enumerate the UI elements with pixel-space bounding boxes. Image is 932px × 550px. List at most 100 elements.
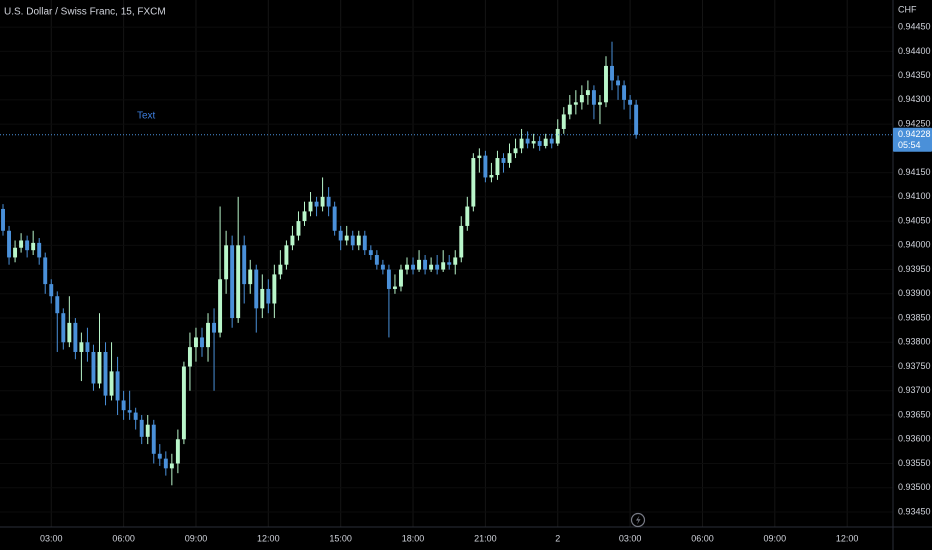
candle-body <box>411 264 415 270</box>
candle-body <box>206 322 210 348</box>
y-tick-label: 0.94400 <box>898 46 931 56</box>
candle-body <box>616 80 621 86</box>
candle-body <box>43 257 48 285</box>
x-tick-label: 06:00 <box>691 533 714 543</box>
candle-body <box>399 269 403 287</box>
candle-body <box>266 288 271 304</box>
candle-body <box>429 264 434 270</box>
candle-body <box>55 296 60 314</box>
x-tick-label: 12:00 <box>836 533 859 543</box>
candle-body <box>151 424 156 454</box>
y-tick-label: 0.94450 <box>898 22 931 32</box>
candle-body <box>344 235 349 241</box>
candle-body <box>200 337 204 348</box>
x-tick-label: 06:00 <box>112 533 135 543</box>
candle-body <box>332 206 337 231</box>
candle-body <box>133 412 138 420</box>
x-tick-label: 03:00 <box>619 533 642 543</box>
y-tick-label: 0.93650 <box>898 409 931 419</box>
candle-body <box>597 102 602 105</box>
candle-body <box>622 85 627 100</box>
candle-body <box>31 242 36 251</box>
candle-body <box>362 235 367 251</box>
icon-bolt <box>636 515 641 525</box>
grid <box>0 0 893 527</box>
candle-body <box>326 196 331 207</box>
y-tick-label: 0.94300 <box>898 94 931 104</box>
y-tick-label: 0.93500 <box>898 482 931 492</box>
replay-icon[interactable] <box>630 512 646 528</box>
candle-body <box>567 104 572 115</box>
last-price-tag <box>893 127 932 152</box>
candle-body <box>561 114 566 129</box>
x-tick-label: 12:00 <box>257 533 280 543</box>
y-tick-label: 0.94050 <box>898 215 931 225</box>
candle-body <box>543 138 548 146</box>
x-tick-label: 09:00 <box>764 533 787 543</box>
x-tick-label: 09:00 <box>185 533 208 543</box>
y-tick-label: 0.94000 <box>898 240 931 250</box>
candle-body <box>218 279 223 333</box>
countdown-label: 05:54 <box>898 140 921 150</box>
candle-body <box>284 245 289 265</box>
candle-body <box>181 366 186 440</box>
candle-body <box>604 65 608 103</box>
candle-body <box>549 138 554 144</box>
candle-body <box>37 242 42 258</box>
candle-body <box>447 262 452 265</box>
candle-body <box>157 453 162 459</box>
candle-body <box>175 439 180 464</box>
candle-body <box>465 206 470 226</box>
y-tick-label: 0.93900 <box>898 288 931 298</box>
candle-body <box>278 264 283 275</box>
chart-title: U.S. Dollar / Swiss Franc, 15, FXCM <box>4 7 166 18</box>
candle-body <box>115 371 120 401</box>
candle-body <box>320 196 325 207</box>
candle-body <box>145 424 150 437</box>
candle-body <box>302 211 307 222</box>
candle-body <box>459 225 464 258</box>
y-tick-label: 0.93750 <box>898 361 931 371</box>
annotation: Text <box>137 111 156 122</box>
candle-body <box>634 104 639 135</box>
x-tick-label: 03:00 <box>40 533 63 543</box>
candle-body <box>25 240 30 251</box>
candle-body <box>254 269 259 309</box>
candle-body <box>501 158 506 163</box>
candle-body <box>368 250 373 256</box>
candle-body <box>103 351 108 396</box>
candle-body <box>483 155 488 178</box>
candle-body <box>230 245 235 319</box>
y-tick-label: 0.93850 <box>898 312 931 322</box>
y-tick-label: 0.94100 <box>898 191 931 201</box>
candle-body <box>386 269 391 289</box>
y-tick-label: 0.94350 <box>898 70 931 80</box>
candle-body <box>85 342 90 352</box>
candle-body <box>97 351 102 384</box>
candle-body <box>314 201 319 207</box>
candle-body <box>573 102 578 105</box>
candle-body <box>441 262 446 270</box>
candle-body <box>495 158 500 176</box>
candle-body <box>73 322 78 352</box>
candle-body <box>242 245 247 285</box>
y-tick-label: 0.94250 <box>898 118 931 128</box>
icon-ring <box>630 512 646 528</box>
candle-body <box>7 230 12 258</box>
candle-body <box>477 155 482 159</box>
candle-body <box>91 351 96 384</box>
candle-body <box>356 235 361 246</box>
candle-body <box>531 141 536 144</box>
candle-body <box>374 255 379 265</box>
candle-body <box>236 245 241 319</box>
candle-body <box>194 337 198 348</box>
candle-body <box>350 235 355 246</box>
candle-body <box>392 286 397 289</box>
candles <box>1 41 639 486</box>
candle-body <box>591 90 596 105</box>
y-tick-label: 0.93600 <box>898 434 931 444</box>
x-tick-label: 2 <box>555 533 560 543</box>
candle-body <box>19 240 24 248</box>
candle-body <box>248 269 253 285</box>
